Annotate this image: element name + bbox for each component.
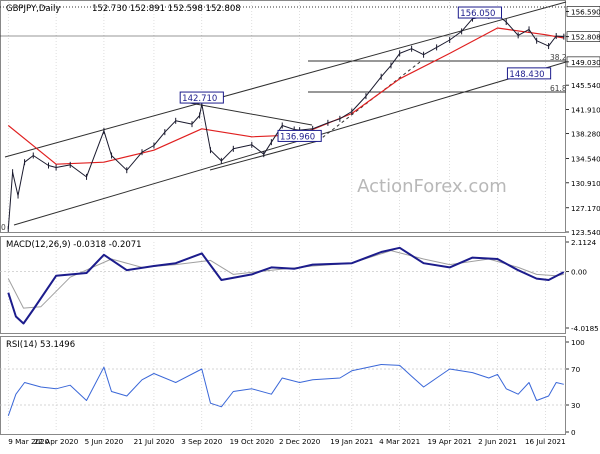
price-y-tick-label: 145.540: [571, 81, 600, 90]
x-tick-label: 22 Apr 2020: [34, 437, 79, 446]
price-annotation-label: 142.710: [182, 94, 217, 104]
macd-y-tick-label: -4.0185: [571, 324, 599, 333]
price-annotation-label: 156.050: [460, 9, 495, 19]
rsi-line: [7, 364, 564, 416]
x-tick-label: 5 Jun 2020: [85, 437, 124, 446]
moving-average-line: [7, 27, 564, 165]
rsi-y-tick-label: 70: [571, 365, 581, 374]
fib-level-label: 61.8: [550, 84, 567, 93]
label-layer: MACD(12,26,9) -0.0318 -0.2071 RSI(14) 53.…: [1, 6, 567, 350]
x-tick-label: 9 Mar 2020: [8, 437, 49, 446]
fib-level-label: 38.2: [550, 53, 567, 62]
price-annotation-box: [506, 67, 552, 80]
price-y-tick-label: 152.808: [571, 33, 600, 42]
price-y-tick-label: 130.910: [571, 179, 600, 188]
x-tick-label: 19 Apr 2021: [427, 437, 471, 446]
x-tick-label: 21 Jul 2020: [134, 437, 175, 446]
x-tick-label: 19 Oct 2020: [230, 437, 275, 446]
rsi-panel-frame: [0, 336, 566, 435]
chart-symbol: GBPJPY,Daily: [6, 4, 60, 14]
channel-lower-line: [13, 61, 567, 226]
x-tick-label: 19 Jan 2021: [330, 437, 373, 446]
triangle-upper-line: [189, 102, 313, 126]
macd-signal-line: [7, 250, 564, 309]
rsi-y-tick-label: 0: [571, 428, 576, 437]
chart-ohlc: 152.730 152.891 152.598 152.808: [92, 4, 241, 14]
price-y-tick-label: 123.540: [571, 228, 600, 237]
macd-y-tick-label: 2.1124: [571, 238, 597, 247]
channel-lines: [0, 1, 567, 226]
price-annotation-box: [457, 6, 503, 19]
price-level-box: [566, 6, 600, 17]
series-layer: [7, 12, 565, 416]
rsi-title: RSI(14) 53.1496: [6, 340, 75, 350]
watermark: ActionForex.com: [357, 176, 507, 197]
price-y-tick-label: 134.540: [571, 155, 600, 164]
rsi-y-tick-label: 30: [571, 401, 581, 410]
macd-line: [7, 246, 565, 325]
price-y-tick-label: 149.030: [571, 58, 600, 67]
x-tick-label: 4 Mar 2021: [379, 437, 420, 446]
x-tick-label: 2 Jun 2021: [478, 437, 517, 446]
grid-layer: [0, 2, 566, 432]
price-y-tick-label: 138.280: [571, 130, 600, 139]
price-annotation-box: [179, 91, 224, 104]
price-annotation-box: [277, 129, 322, 142]
channel-upper-line: [4, 1, 567, 158]
x-tick-label: 2 Dec 2020: [279, 437, 321, 446]
price-level-box: [566, 31, 600, 42]
macd-y-tick-label: 0.00: [571, 268, 587, 277]
rsi-y-tick-label: 100: [571, 338, 585, 347]
price-panel-frame: [0, 0, 566, 233]
price-level-box: [566, 56, 600, 68]
price-y-tick-label: 127.170: [571, 204, 600, 213]
macd-panel-frame: [0, 236, 566, 334]
price-annotation-label: 136.960: [280, 132, 315, 142]
x-tick-label: 3 Sep 2020: [181, 437, 222, 446]
fib-level-label: 0: [1, 223, 6, 232]
price-y-tick-label: 156.590: [571, 7, 600, 16]
macd-title: MACD(12,26,9) -0.0318 -0.2071: [6, 240, 142, 250]
x-tick-label: 16 Jul 2021: [525, 437, 566, 446]
price-y-tick-label: 141.910: [571, 105, 600, 114]
price-annotation-label: 148.430: [509, 70, 544, 80]
